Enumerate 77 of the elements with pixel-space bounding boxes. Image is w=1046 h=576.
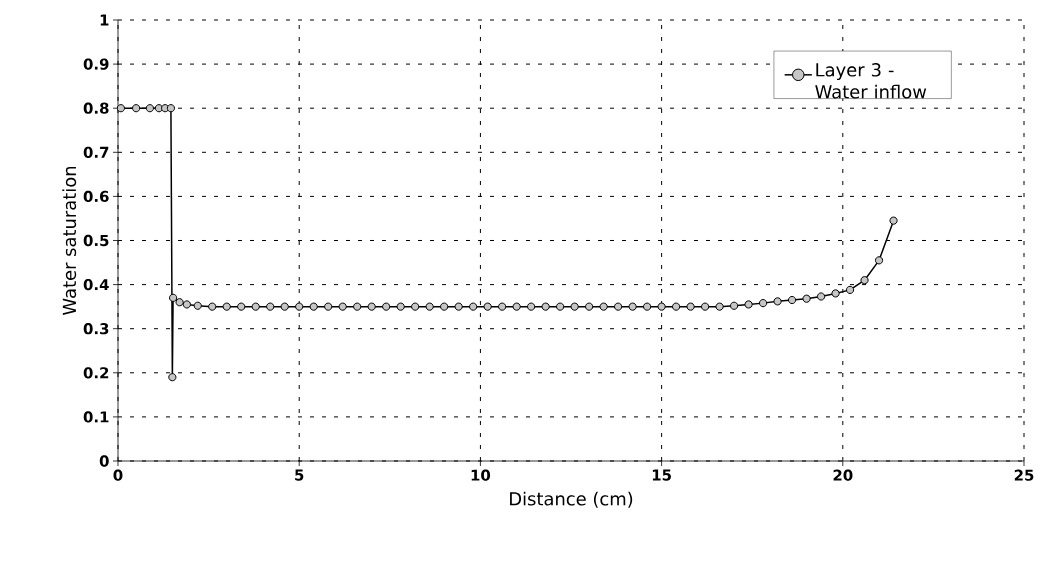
point: [469, 302, 478, 311]
y-tick-label: 0.5: [83, 234, 109, 247]
point: [599, 302, 608, 311]
point: [168, 293, 178, 302]
x-tick-label: 15: [652, 469, 671, 481]
y-tick-label: 0.7: [83, 146, 109, 158]
point: [222, 302, 231, 311]
x-tick-label: 10: [471, 469, 491, 481]
point: [874, 256, 884, 265]
point: [182, 300, 191, 309]
point: [758, 299, 768, 308]
y-tick-label: 0: [99, 455, 109, 467]
point: [116, 104, 125, 113]
legend-label: Layer 3 - Water inflow: [815, 63, 927, 99]
point: [454, 302, 463, 311]
x-tick-label: 20: [833, 469, 853, 481]
point: [816, 292, 826, 301]
y-tick-label: 0.8: [83, 102, 109, 114]
point: [425, 302, 434, 311]
x-tick-label: 0: [113, 469, 123, 481]
y-tick-label: 0.6: [83, 190, 109, 203]
point: [787, 295, 797, 305]
point: [686, 302, 695, 311]
point: [527, 302, 536, 311]
point: [353, 302, 362, 311]
point: [266, 302, 275, 311]
point: [280, 302, 289, 311]
point: [889, 216, 898, 225]
point: [585, 302, 594, 311]
point: [440, 302, 449, 311]
point: [295, 302, 304, 311]
point: [643, 302, 652, 311]
y-axis-title: Water saturation: [62, 166, 77, 315]
x-tick-label: 5: [295, 469, 304, 481]
point: [168, 373, 177, 382]
point: [773, 297, 782, 306]
point: [628, 302, 637, 311]
point: [541, 302, 550, 311]
point: [845, 285, 855, 294]
point: [483, 302, 492, 311]
point: [512, 302, 521, 311]
point: [309, 302, 318, 311]
point: [145, 104, 154, 113]
point: [672, 302, 681, 311]
y-tick-label: 0.2: [83, 367, 109, 379]
point: [338, 302, 347, 311]
point: [831, 289, 840, 298]
y-tick-label: 0.3: [83, 323, 109, 335]
point: [166, 104, 176, 113]
point: [382, 302, 391, 311]
y-tick-label: 0.1: [83, 411, 109, 423]
point: [715, 302, 724, 311]
point: [411, 302, 420, 311]
point: [744, 300, 753, 309]
point: [614, 302, 623, 311]
point: [701, 302, 710, 311]
point: [396, 302, 405, 311]
point: [657, 302, 666, 311]
point: [324, 302, 333, 311]
point: [802, 294, 811, 303]
point: [556, 302, 565, 311]
point: [132, 104, 141, 113]
point: [498, 302, 507, 311]
point: [193, 301, 202, 310]
x-axis-title: Distance (cm): [510, 491, 633, 508]
point: [175, 298, 184, 307]
point: [208, 302, 217, 311]
y-tick-label: 0.4: [83, 278, 109, 291]
point: [367, 302, 376, 311]
point: [251, 302, 260, 311]
y-tick-label: 0.9: [83, 58, 109, 70]
y-tick-label: 1: [100, 14, 109, 26]
x-tick-label: 25: [1014, 469, 1034, 481]
point: [237, 302, 246, 311]
point: [570, 302, 579, 311]
point: [729, 301, 739, 310]
point: [860, 276, 869, 285]
